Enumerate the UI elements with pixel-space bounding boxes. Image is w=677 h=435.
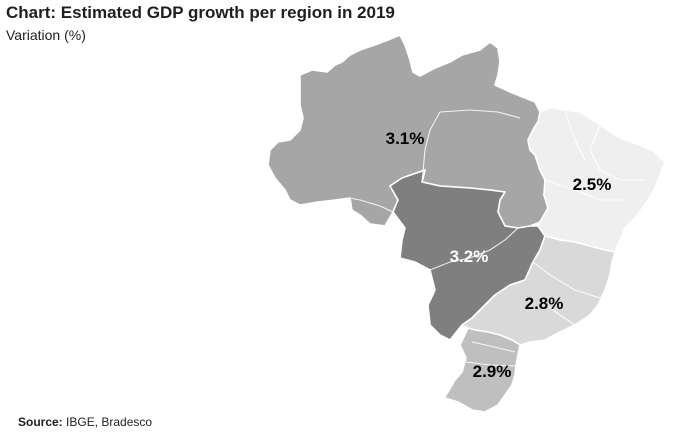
- region-label-southeast: 2.8%: [525, 294, 564, 313]
- state-divider-south: [465, 341, 517, 367]
- region-label-center-west: 3.2%: [450, 247, 489, 266]
- region-south: [437, 327, 521, 413]
- state-divider-northeast: [544, 109, 645, 201]
- chart-subtitle: Variation (%): [6, 27, 86, 43]
- region-label-north: 3.1%: [386, 129, 425, 148]
- source-label: Source:: [18, 415, 63, 429]
- region-label-northeast: 2.5%: [573, 175, 612, 194]
- chart-title: Chart: Estimated GDP growth per region i…: [6, 3, 395, 22]
- state-divider-center-west: [429, 227, 519, 271]
- region-southeast: [461, 235, 616, 346]
- state-divider-north: [349, 109, 521, 213]
- source-text: IBGE, Bradesco: [66, 415, 153, 429]
- region-label-south: 2.9%: [473, 362, 512, 381]
- state-divider-southeast: [532, 261, 601, 326]
- source-note: Source: IBGE, Bradesco: [18, 415, 152, 429]
